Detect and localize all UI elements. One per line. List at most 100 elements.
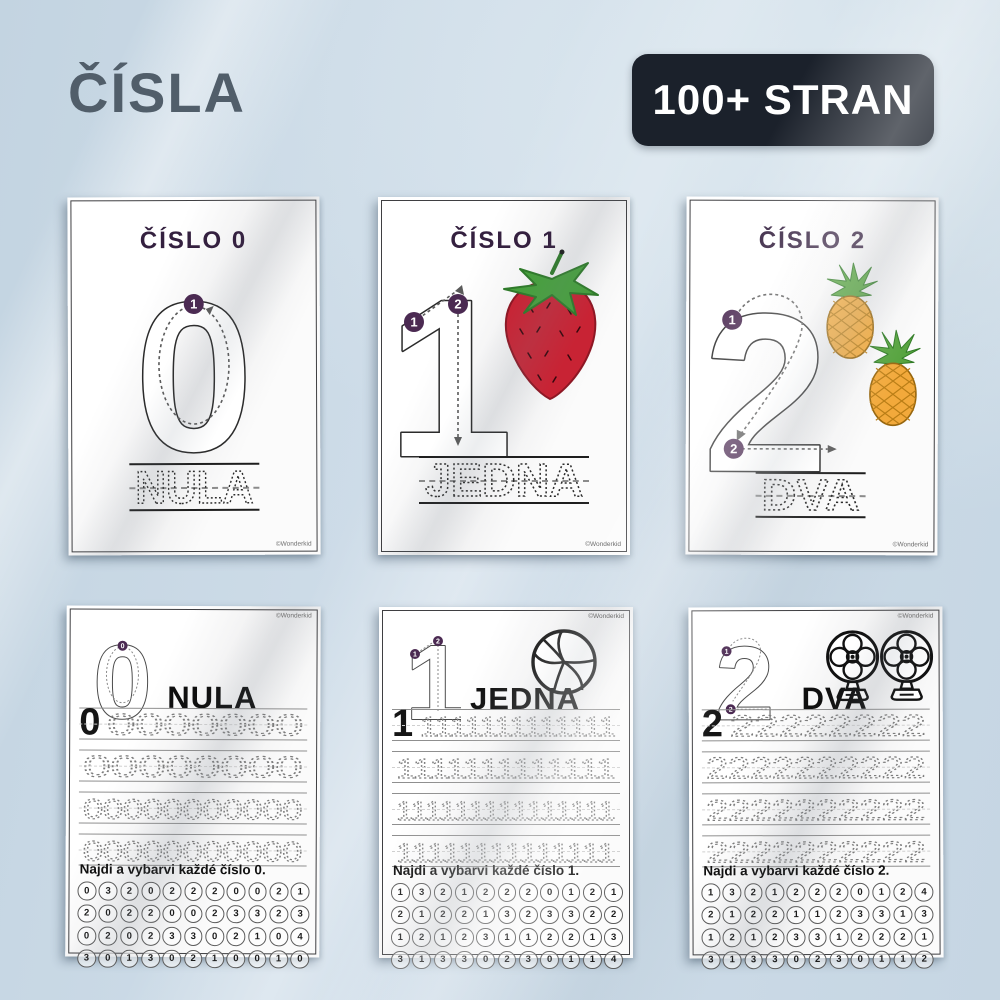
svg-text:2: 2 [454, 297, 461, 312]
number-circle: 3 [98, 881, 118, 901]
number-circle: 2 [808, 950, 827, 970]
dashed-numbers: 111111111111111 [396, 797, 615, 824]
number-circle: 0 [850, 950, 870, 969]
number-circle: 2 [391, 905, 410, 924]
number-circle: 1 [872, 950, 891, 969]
number-circle: 2 [120, 904, 139, 923]
svg-text:2: 2 [730, 441, 737, 456]
number-word: JEDNA [469, 681, 581, 716]
number-circle: 1 [701, 928, 721, 947]
number-circle: 3 [455, 950, 474, 969]
number-circle: 2 [269, 904, 289, 924]
worksheet-card-cislo-1: ČÍSLO 1 1 1 2 J [378, 197, 630, 555]
number-circle: 2 [141, 926, 160, 946]
number-circle: 3 [722, 883, 742, 902]
number-circle: 1 [583, 928, 602, 947]
pineapple-icon [826, 262, 878, 359]
number-circle: 1 [893, 905, 913, 924]
number-circle: 3 [786, 928, 806, 947]
dashed-numbers: 2222222222 [706, 836, 925, 867]
number-circle: 3 [850, 905, 870, 924]
trace-word: DVA [761, 471, 859, 520]
number-circle: 3 [476, 928, 495, 947]
number-circle: 2 [455, 905, 474, 924]
number-circle: 1 [744, 928, 763, 947]
number-circle: 0 [247, 949, 267, 969]
number-circle: 2 [829, 882, 848, 902]
number-circle: 0 [540, 950, 559, 969]
svg-text:1: 1 [729, 312, 736, 327]
practice-card-nula: ©Wonderkid 0 0 NULA 0 0000000 00000000 0… [65, 605, 321, 969]
number-circle: 2 [701, 905, 720, 925]
trace-row: 11111111111111 [392, 835, 620, 867]
card-heading: ČÍSLO 1 [450, 227, 558, 254]
card-heading: ČÍSLO 0 [139, 226, 248, 255]
trace-row: 00000000 [78, 749, 308, 783]
number-circle: 1 [701, 883, 720, 902]
svg-text:2: 2 [729, 707, 733, 714]
number-circle: 2 [497, 950, 517, 969]
number-circle: 2 [915, 950, 934, 969]
trace-row: 1111111111111 [392, 751, 620, 783]
number-circle: 3 [561, 905, 581, 924]
practice-card-dva: ©Wonderkid 2 1 2 [688, 606, 944, 970]
trace-row: 00000000000 [78, 791, 307, 825]
number-circle: 2 [850, 927, 870, 947]
fan-icon [826, 630, 880, 702]
worksheet-card-cislo-2: ČÍSLO 2 2 1 2 [685, 196, 939, 556]
number-circle: 2 [476, 883, 495, 902]
number-circle: 2 [808, 882, 827, 902]
number-circle: 3 [184, 926, 203, 946]
trace-row: 1 1111111111111 [392, 705, 620, 743]
number-circle: 2 [269, 882, 289, 901]
number-circle: 3 [744, 950, 763, 970]
trace-row: 2222222222 [702, 792, 931, 826]
number-circle: 3 [540, 905, 559, 924]
trace-row: 2222222222 [702, 834, 931, 868]
number-circle: 1 [205, 949, 224, 969]
worksheet-card-cislo-0: ČÍSLO 0 0 1 NULA ©Wonderkid [67, 196, 321, 556]
traceable-number-1-small: 1 1 2 [405, 623, 461, 725]
number-circle: 2 [184, 881, 203, 901]
number-circle: 0 [184, 904, 203, 924]
trace-word-band: JEDNA [419, 453, 589, 507]
trace-row: 111111111111111 [392, 793, 620, 825]
trace-step-marker [721, 646, 732, 657]
number-circle: 1 [391, 928, 410, 947]
number-circle: 2 [226, 927, 246, 946]
number-circle: 0 [162, 904, 182, 923]
number-circle: 2 [519, 883, 538, 902]
svg-text:1: 1 [387, 252, 508, 462]
traceable-number-0-small: 0 0 [92, 624, 152, 724]
guide-midline [419, 480, 589, 482]
number-circle: 2 [583, 905, 602, 924]
number-circle: 2 [433, 905, 453, 924]
number-circle: 0 [141, 881, 161, 901]
trace-step-marker [723, 438, 744, 459]
trace-step-marker [117, 640, 128, 651]
number-circle: 2 [412, 928, 431, 947]
number-circle: 2 [893, 882, 913, 902]
svg-text:0: 0 [93, 625, 151, 724]
number-circle: 2 [722, 928, 742, 947]
traceable-number-1: 1 1 2 [386, 252, 508, 462]
trace-step-marker [410, 649, 420, 659]
svg-text:1: 1 [413, 651, 417, 658]
number-circle: 1 [765, 883, 784, 902]
traceable-number-0: 0 1 [133, 257, 255, 458]
number-circle: 0 [77, 926, 96, 946]
number-circle: 2 [98, 926, 118, 946]
number-circle: 3 [290, 904, 310, 924]
number-circle: 3 [497, 905, 517, 924]
number-circle: 0 [850, 882, 870, 902]
number-circle: 2 [519, 905, 538, 924]
number-circle: 1 [808, 905, 827, 925]
number-circle: 2 [893, 927, 913, 947]
svg-text:2: 2 [703, 267, 829, 481]
number-circle: 2 [872, 927, 891, 947]
svg-text:1: 1 [725, 649, 729, 656]
